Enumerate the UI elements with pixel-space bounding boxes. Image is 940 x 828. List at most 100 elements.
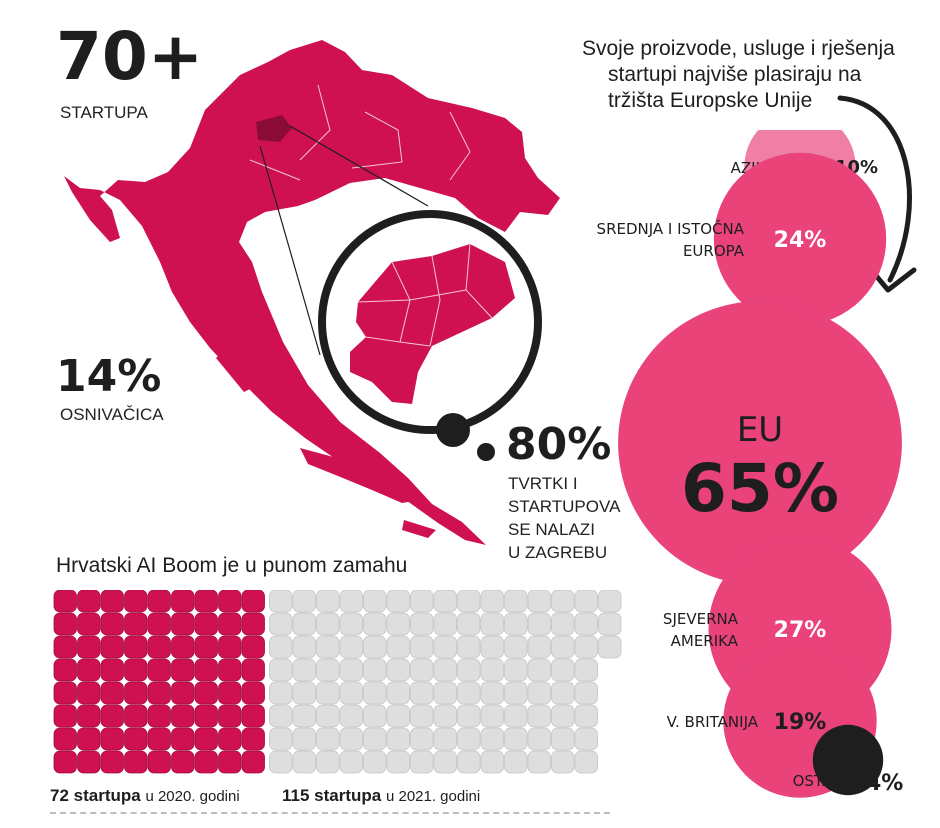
zagreb-caption-line: TVRTKI I [508,474,578,493]
bubble-value-label: 27% [774,618,827,643]
zagreb-caption-line: SE NALAZI [508,520,595,539]
waffle-cell-2021 [410,704,434,728]
waffle-cell-2021 [551,727,575,751]
waffle-legend-2021: 115 startupa u 2021. godini [282,786,480,806]
waffle-chart [53,590,622,774]
waffle-cell-2020 [124,704,148,728]
markets-note-line: tržišta Europske Unije [608,89,813,112]
waffle-cell-2021 [316,750,340,774]
waffle-cell-2021 [504,681,528,705]
waffle-cell-2020 [53,590,77,613]
bubble-circle [713,152,887,326]
waffle-cell-2021 [480,681,504,705]
waffle-cell-2021 [433,612,457,636]
waffle-legend-2020: 72 startupa u 2020. godini [50,786,240,806]
waffle-cell-2021 [386,635,410,659]
waffle-cell-2021 [410,635,434,659]
waffle-cell-2020 [77,750,101,774]
waffle-cell-2020 [171,704,195,728]
waffle-cell-2021 [386,590,410,613]
waffle-cell-2021 [574,750,598,774]
waffle-cell-2021 [457,612,481,636]
waffle-cell-2021 [410,612,434,636]
waffle-cell-2020 [218,658,242,682]
bubble-value-label: 4% [866,771,903,796]
bubble-category-label: SJEVERNA [663,610,739,628]
waffle-cell-2021 [316,727,340,751]
waffle-cell-2020 [147,681,171,705]
startups-count: 70+ [56,18,204,95]
waffle-cell-2020 [194,727,218,751]
waffle-cell-2020 [53,612,77,636]
zagreb-percent: 80% [506,419,612,470]
waffle-cell-2021 [316,658,340,682]
zagreb-caption-line: STARTUPOVA [508,497,621,516]
bubble-circle [618,301,902,585]
waffle-cell-2020 [218,681,242,705]
waffle-cell-2020 [194,704,218,728]
waffle-cell-2021 [410,658,434,682]
waffle-cell-2020 [147,635,171,659]
waffle-cell-2021 [292,750,316,774]
waffle-count-2020: 72 startupa [50,786,141,805]
waffle-cell-2020 [100,727,124,751]
waffle-cell-2020 [100,681,124,705]
waffle-cell-2021 [363,727,387,751]
waffle-cell-2021 [527,590,551,613]
waffle-cell-2021 [269,727,293,751]
bubble-category-label: SREDNJA I ISTOČNA [597,219,745,238]
waffle-cell-2021 [363,704,387,728]
waffle-title: Hrvatski AI Boom je u punom zamahu [56,554,408,577]
waffle-cell-2021 [386,750,410,774]
waffle-cell-2021 [504,590,528,613]
waffle-cell-2021 [457,750,481,774]
waffle-cell-2021 [433,727,457,751]
waffle-cell-2020 [218,612,242,636]
waffle-cell-2021 [433,658,457,682]
waffle-cell-2021 [269,681,293,705]
bubble-value-label: 24% [774,228,827,253]
waffle-cell-2020 [53,750,77,774]
waffle-cell-2020 [147,727,171,751]
waffle-cell-2021 [480,635,504,659]
waffle-cell-2021 [386,704,410,728]
waffle-cell-2021 [551,658,575,682]
waffle-cell-2021 [292,590,316,613]
waffle-cell-2020 [194,612,218,636]
waffle-cell-2020 [171,750,195,774]
waffle-cell-2021 [316,635,340,659]
waffle-cell-2021 [504,727,528,751]
waffle-cell-2021 [551,704,575,728]
waffle-cell-2020 [124,750,148,774]
waffle-cell-2021 [410,750,434,774]
waffle-cell-2020 [100,750,124,774]
bubble-ostali: OSTALI 4% [793,724,903,796]
waffle-cell-2021 [527,635,551,659]
waffle-cell-2021 [480,727,504,751]
waffle-cell-2020 [124,635,148,659]
waffle-cell-2020 [241,681,265,705]
waffle-cell-2020 [77,727,101,751]
waffle-cell-2021 [316,704,340,728]
waffle-cell-2020 [77,590,101,613]
waffle-cell-2020 [218,750,242,774]
waffle-cell-2021 [386,658,410,682]
waffle-cell-2020 [218,704,242,728]
markets-note-line: Svoje proizvode, usluge i rješenja [582,37,895,60]
waffle-cell-2020 [124,590,148,613]
waffle-cell-2020 [53,658,77,682]
waffle-cell-2021 [363,635,387,659]
waffle-cell-2021 [527,750,551,774]
waffle-cell-2021 [292,727,316,751]
waffle-cell-2021 [339,635,363,659]
croatia-map [64,40,560,545]
waffle-cell-2021 [598,635,622,659]
waffle-cell-2020 [171,727,195,751]
waffle-cell-2020 [171,635,195,659]
waffle-cell-2021 [433,635,457,659]
waffle-cell-2021 [363,590,387,613]
bottom-divider [50,812,610,814]
waffle-cell-2020 [241,612,265,636]
waffle-cell-2020 [100,612,124,636]
waffle-cell-2020 [218,635,242,659]
